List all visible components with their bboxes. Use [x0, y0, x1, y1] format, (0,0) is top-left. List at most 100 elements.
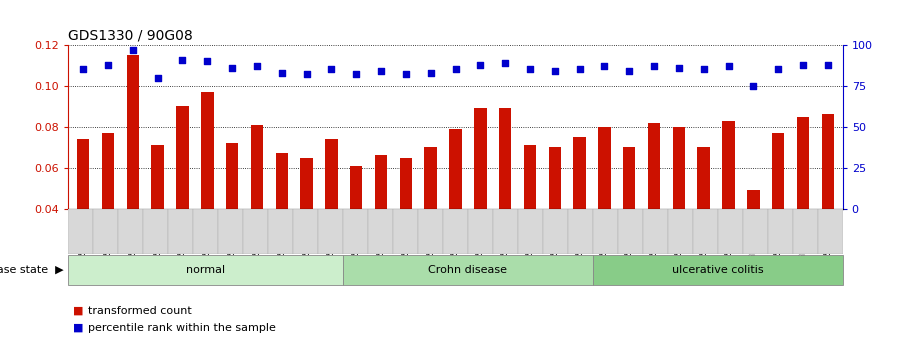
Point: [225, 65, 240, 71]
Bar: [418, 209, 443, 254]
Bar: [599, 127, 610, 290]
Point: [200, 58, 215, 64]
Point: [76, 67, 90, 72]
Bar: [219, 209, 243, 254]
Bar: [127, 55, 139, 290]
Point: [597, 63, 611, 69]
Text: disease state  ▶: disease state ▶: [0, 265, 64, 275]
Bar: [393, 209, 418, 254]
FancyBboxPatch shape: [68, 255, 343, 285]
Point: [647, 63, 661, 69]
Bar: [772, 133, 784, 290]
Bar: [548, 147, 561, 290]
Bar: [543, 209, 568, 254]
Point: [175, 57, 189, 62]
Bar: [443, 209, 468, 254]
Bar: [822, 115, 834, 290]
Point: [821, 62, 835, 67]
Point: [274, 70, 289, 76]
Point: [374, 68, 388, 74]
Point: [795, 62, 810, 67]
Bar: [648, 123, 660, 290]
Point: [448, 67, 463, 72]
Bar: [668, 209, 692, 254]
Bar: [293, 209, 318, 254]
Point: [150, 75, 165, 80]
Bar: [818, 209, 843, 254]
Point: [746, 83, 761, 89]
Text: ■: ■: [73, 306, 84, 315]
Bar: [243, 209, 268, 254]
Bar: [468, 209, 493, 254]
Point: [399, 72, 414, 77]
Bar: [77, 139, 89, 290]
Text: GDS1330 / 90G08: GDS1330 / 90G08: [68, 28, 193, 42]
Point: [696, 67, 711, 72]
Bar: [343, 209, 368, 254]
Bar: [374, 156, 387, 290]
Bar: [201, 92, 213, 290]
Bar: [251, 125, 263, 290]
Bar: [593, 209, 618, 254]
Point: [300, 72, 314, 77]
Bar: [474, 108, 486, 290]
Bar: [524, 145, 537, 290]
Bar: [368, 209, 393, 254]
Bar: [692, 209, 718, 254]
Text: ■: ■: [73, 323, 84, 333]
Bar: [722, 121, 734, 290]
Bar: [275, 154, 288, 290]
Bar: [151, 145, 164, 290]
Bar: [425, 147, 437, 290]
Bar: [102, 133, 114, 290]
Bar: [672, 127, 685, 290]
Point: [424, 70, 438, 76]
Bar: [118, 209, 143, 254]
Bar: [449, 129, 462, 290]
Point: [324, 67, 339, 72]
Point: [250, 63, 264, 69]
Bar: [301, 158, 312, 290]
Point: [622, 68, 637, 74]
Bar: [747, 190, 760, 290]
Bar: [169, 209, 193, 254]
Bar: [499, 108, 511, 290]
FancyBboxPatch shape: [593, 255, 843, 285]
Bar: [325, 139, 338, 290]
Bar: [718, 209, 742, 254]
Bar: [793, 209, 818, 254]
Point: [548, 68, 562, 74]
Bar: [177, 106, 189, 290]
Bar: [698, 147, 710, 290]
Bar: [226, 143, 239, 290]
Text: percentile rank within the sample: percentile rank within the sample: [88, 323, 276, 333]
FancyBboxPatch shape: [343, 255, 593, 285]
Bar: [268, 209, 293, 254]
Text: normal: normal: [186, 265, 225, 275]
Point: [572, 67, 587, 72]
Bar: [797, 117, 809, 290]
Bar: [318, 209, 343, 254]
Bar: [568, 209, 593, 254]
Text: ulcerative colitis: ulcerative colitis: [672, 265, 763, 275]
Bar: [573, 137, 586, 290]
Bar: [518, 209, 543, 254]
Point: [671, 65, 686, 71]
Point: [523, 67, 537, 72]
Bar: [493, 209, 518, 254]
Bar: [193, 209, 219, 254]
Bar: [350, 166, 363, 290]
Bar: [643, 209, 668, 254]
Point: [771, 67, 785, 72]
Point: [126, 47, 140, 52]
Point: [101, 62, 116, 67]
Point: [349, 72, 363, 77]
Text: Crohn disease: Crohn disease: [428, 265, 507, 275]
Bar: [623, 147, 636, 290]
Bar: [68, 209, 93, 254]
Point: [497, 60, 512, 66]
Bar: [93, 209, 118, 254]
Text: transformed count: transformed count: [88, 306, 192, 315]
Bar: [618, 209, 643, 254]
Bar: [400, 158, 412, 290]
